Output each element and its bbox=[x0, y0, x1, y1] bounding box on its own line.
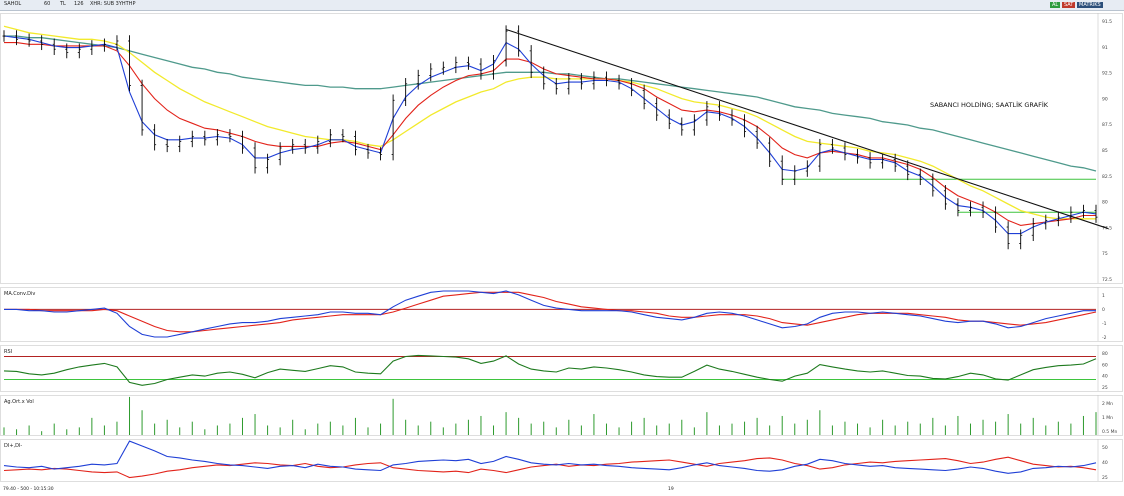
bars-label[interactable]: 126 bbox=[74, 1, 84, 7]
panel-frame-volume bbox=[0, 395, 1123, 436]
currency-label[interactable]: TL bbox=[60, 1, 66, 7]
panel-frame-macd bbox=[0, 287, 1123, 342]
series-line-di_minus bbox=[3, 456, 1097, 479]
y-tick-label: 82.5 bbox=[1102, 174, 1112, 180]
chart-svg: 91.59192.59087.58582.58077.57572.5SABANC… bbox=[0, 13, 1123, 492]
series-line-ma_fast bbox=[3, 35, 1097, 235]
y-tick-label: 80 bbox=[1102, 200, 1108, 206]
y-tick-label: 0 bbox=[1102, 307, 1105, 313]
y-tick-label: 75 bbox=[1102, 251, 1108, 257]
sell-button[interactable]: SAT bbox=[1062, 2, 1076, 8]
symbol-label[interactable]: SAHOL bbox=[4, 1, 22, 7]
y-tick-label: 85 bbox=[1102, 148, 1108, 154]
y-tick-label: 60 bbox=[1102, 362, 1108, 368]
y-tick-label: 92.5 bbox=[1102, 71, 1112, 77]
footer-info: 79.40 - 500 - 10:15:30 bbox=[3, 486, 54, 492]
panel-title: RSI bbox=[4, 349, 12, 355]
y-tick-label: 25 bbox=[1102, 475, 1108, 481]
series-line-macd bbox=[4, 290, 1096, 338]
series-line-rsi bbox=[3, 354, 1097, 386]
y-tick-label: 72.5 bbox=[1102, 277, 1112, 283]
panel-title: DI+,DI- bbox=[4, 443, 22, 449]
series-line-ma_slow bbox=[3, 25, 1096, 220]
series-line-ma_long bbox=[4, 35, 1097, 172]
y-tick-label: 90 bbox=[1102, 96, 1108, 102]
y-tick-label: 91.5 bbox=[1102, 19, 1112, 25]
period-label[interactable]: 60 bbox=[44, 1, 51, 7]
panel-frame-rsi bbox=[0, 345, 1123, 392]
y-tick-label: 25 bbox=[1102, 385, 1108, 391]
y-tick-label: 40 bbox=[1102, 374, 1108, 380]
y-tick-label: 80 bbox=[1102, 351, 1108, 357]
trendline bbox=[505, 28, 1109, 230]
y-tick-label: -2 bbox=[1102, 335, 1107, 341]
panel-title: Ag.Ort.x Vol bbox=[4, 399, 34, 405]
y-tick-label: 91 bbox=[1102, 45, 1108, 51]
series-line-ma_mid bbox=[4, 42, 1096, 226]
toolbar: SAHOL 60 TL 126 XHR: SUB 3YHTHP AL SAT M… bbox=[0, 0, 1124, 11]
y-tick-label: 40 bbox=[1102, 460, 1108, 466]
y-tick-label: 1 bbox=[1102, 293, 1105, 299]
series-line-di_plus bbox=[3, 440, 1097, 474]
panel-frame-price bbox=[0, 13, 1123, 284]
panel-title: MA.Conv.Div bbox=[4, 291, 35, 297]
y-tick-label: -1 bbox=[1102, 321, 1107, 327]
y-tick-label: 0.5 Mn bbox=[1102, 429, 1117, 435]
y-tick-label: 1 Mn bbox=[1102, 415, 1113, 421]
buy-button[interactable]: AL bbox=[1050, 2, 1061, 8]
chart-annotation: SABANCI HOLDİNG; SAATLİK GRAFİK bbox=[930, 100, 1049, 109]
matriks-button[interactable]: MATRiKS bbox=[1077, 2, 1103, 8]
chart-area: 91.5 91 92.5 90 87.5 85 82.5 80 77.5 75 72.5 SABANC… bbox=[0, 11, 1124, 492]
footer-date: 19 bbox=[668, 486, 674, 492]
panel-frame-dmi bbox=[0, 439, 1123, 482]
info-label: XHR: SUB 3YHTHP bbox=[90, 1, 136, 7]
y-tick-label: 2 Mn bbox=[1102, 401, 1113, 407]
series-line-signal bbox=[4, 291, 1097, 333]
y-tick-label: 87.5 bbox=[1102, 122, 1112, 128]
y-tick-label: 50 bbox=[1102, 445, 1108, 451]
